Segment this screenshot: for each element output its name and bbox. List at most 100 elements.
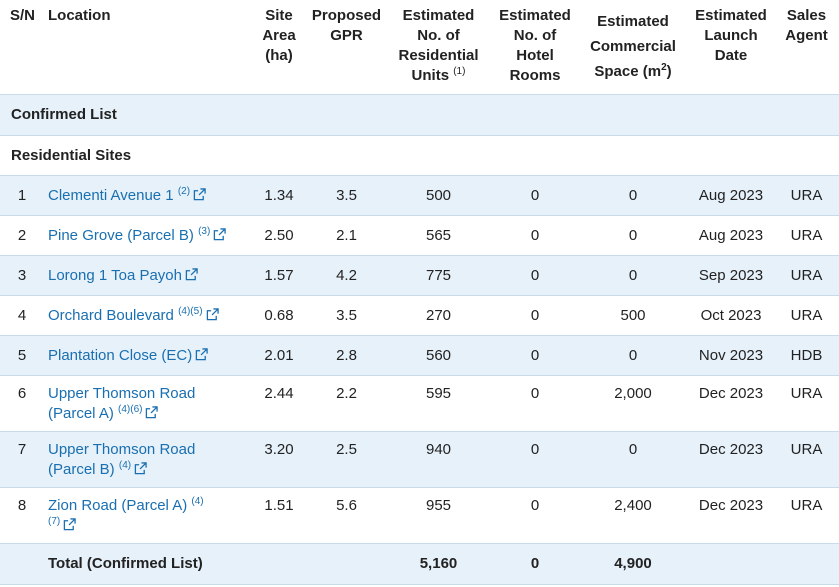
table-row: 4 Orchard Boulevard (4)(5) 0.68 3.5 270 … <box>0 295 839 336</box>
gpr-cell: 3.5 <box>308 295 385 336</box>
sn-cell: 1 <box>0 175 44 216</box>
section-title: Confirmed List <box>0 94 839 136</box>
total-agent-cell <box>774 543 839 585</box>
header-row: S/N Location Site Area (ha) Proposed GPR… <box>0 0 839 95</box>
table-row: 5 Plantation Close (EC) 2.01 2.8 560 0 0… <box>0 335 839 376</box>
table-row: 2 Pine Grove (Parcel B) (3) 2.50 2.1 565… <box>0 215 839 256</box>
agent-cell: URA <box>774 175 839 216</box>
table-row: 1 Clementi Avenue 1 (2) 1.34 3.5 500 0 0… <box>0 175 839 216</box>
site-area-cell: 1.51 <box>250 487 308 544</box>
hotel-cell: 0 <box>492 487 578 544</box>
section-confirmed-list: Confirmed List <box>0 94 839 136</box>
header-agent: Sales Agent <box>774 0 839 95</box>
external-link-icon <box>195 347 208 360</box>
gpr-cell: 2.8 <box>308 335 385 376</box>
launch-date-cell: Dec 2023 <box>688 431 774 488</box>
total-label: Total (Confirmed List) <box>44 543 250 585</box>
table-row: 7 Upper Thomson Road (Parcel B) (4) 3.20 … <box>0 431 839 488</box>
agent-cell: URA <box>774 375 839 432</box>
location-cell: Lorong 1 Toa Payoh <box>44 255 250 296</box>
launch-date-cell: Oct 2023 <box>688 295 774 336</box>
header-units: Estimated No. of Residential Units (1) <box>385 0 492 95</box>
sn-cell: 5 <box>0 335 44 376</box>
agent-cell: URA <box>774 295 839 336</box>
table-row: 3 Lorong 1 Toa Payoh 1.57 4.2 775 0 0 Se… <box>0 255 839 296</box>
commercial-cell: 0 <box>578 215 688 256</box>
hotel-cell: 0 <box>492 335 578 376</box>
location-cell: Upper Thomson Road (Parcel B) (4) <box>44 431 250 488</box>
site-area-cell: 0.68 <box>250 295 308 336</box>
agent-cell: HDB <box>774 335 839 376</box>
hotel-cell: 0 <box>492 255 578 296</box>
commercial-cell: 0 <box>578 255 688 296</box>
header-sn: S/N <box>0 0 44 95</box>
hotel-cell: 0 <box>492 175 578 216</box>
launch-date-cell: Aug 2023 <box>688 175 774 216</box>
sn-cell: 2 <box>0 215 44 256</box>
gpr-cell: 2.5 <box>308 431 385 488</box>
commercial-cell: 2,000 <box>578 375 688 432</box>
launch-date-cell: Dec 2023 <box>688 375 774 432</box>
location-cell: Plantation Close (EC) <box>44 335 250 376</box>
site-area-cell: 2.01 <box>250 335 308 376</box>
gpr-cell: 2.1 <box>308 215 385 256</box>
site-area-cell: 2.44 <box>250 375 308 432</box>
total-units-cell: 5,160 <box>385 543 492 585</box>
location-cell: Zion Road (Parcel A) (4) (7) <box>44 487 250 544</box>
external-link-icon <box>63 518 76 531</box>
header-site-area: Site Area (ha) <box>250 0 308 95</box>
hotel-cell: 0 <box>492 375 578 432</box>
external-link-icon <box>146 406 159 419</box>
total-date-cell <box>688 543 774 585</box>
location-link[interactable]: Orchard Boulevard (4)(5) <box>48 306 219 324</box>
external-link-icon <box>134 462 147 475</box>
total-sn-cell <box>0 543 44 585</box>
hotel-cell: 0 <box>492 215 578 256</box>
location-cell: Upper Thomson Road (Parcel A) (4)(6) <box>44 375 250 432</box>
launch-date-cell: Aug 2023 <box>688 215 774 256</box>
location-link[interactable]: Lorong 1 Toa Payoh <box>48 267 198 284</box>
sn-cell: 7 <box>0 431 44 488</box>
units-cell: 560 <box>385 335 492 376</box>
location-link[interactable]: Zion Road (Parcel A) (4) (7) <box>48 497 204 534</box>
gpr-cell: 5.6 <box>308 487 385 544</box>
total-area-cell <box>250 543 308 585</box>
commercial-cell: 500 <box>578 295 688 336</box>
header-hotel: Estimated No. of Hotel Rooms <box>492 0 578 95</box>
location-cell: Clementi Avenue 1 (2) <box>44 175 250 216</box>
agent-cell: URA <box>774 255 839 296</box>
external-link-icon <box>185 267 198 280</box>
commercial-cell: 0 <box>578 335 688 376</box>
sn-cell: 6 <box>0 375 44 432</box>
units-cell: 595 <box>385 375 492 432</box>
hotel-cell: 0 <box>492 295 578 336</box>
hotel-cell: 0 <box>492 431 578 488</box>
launch-date-cell: Sep 2023 <box>688 255 774 296</box>
total-gpr-cell <box>308 543 385 585</box>
total-row: Total (Confirmed List) 5,160 0 4,900 <box>0 543 839 585</box>
location-link[interactable]: Upper Thomson Road (Parcel A) (4)(6) <box>48 385 196 422</box>
table-row: 6 Upper Thomson Road (Parcel A) (4)(6) 2.… <box>0 375 839 432</box>
table-row: 8 Zion Road (Parcel A) (4) (7) 1.51 5.6 9… <box>0 487 839 544</box>
location-link[interactable]: Upper Thomson Road (Parcel B) (4) <box>48 441 196 478</box>
header-gpr: Proposed GPR <box>308 0 385 95</box>
units-cell: 940 <box>385 431 492 488</box>
location-link[interactable]: Pine Grove (Parcel B) (3) <box>48 226 227 244</box>
location-link[interactable]: Clementi Avenue 1 (2) <box>48 186 206 204</box>
site-area-cell: 3.20 <box>250 431 308 488</box>
gpr-cell: 3.5 <box>308 175 385 216</box>
commercial-cell: 2,400 <box>578 487 688 544</box>
gpr-cell: 2.2 <box>308 375 385 432</box>
site-area-cell: 1.57 <box>250 255 308 296</box>
units-cell: 775 <box>385 255 492 296</box>
external-link-icon <box>214 227 227 240</box>
location-cell: Orchard Boulevard (4)(5) <box>44 295 250 336</box>
commercial-cell: 0 <box>578 431 688 488</box>
agent-cell: URA <box>774 487 839 544</box>
sn-cell: 4 <box>0 295 44 336</box>
units-cell: 500 <box>385 175 492 216</box>
location-link[interactable]: Plantation Close (EC) <box>48 347 208 364</box>
external-link-icon <box>193 187 206 200</box>
gpr-cell: 4.2 <box>308 255 385 296</box>
